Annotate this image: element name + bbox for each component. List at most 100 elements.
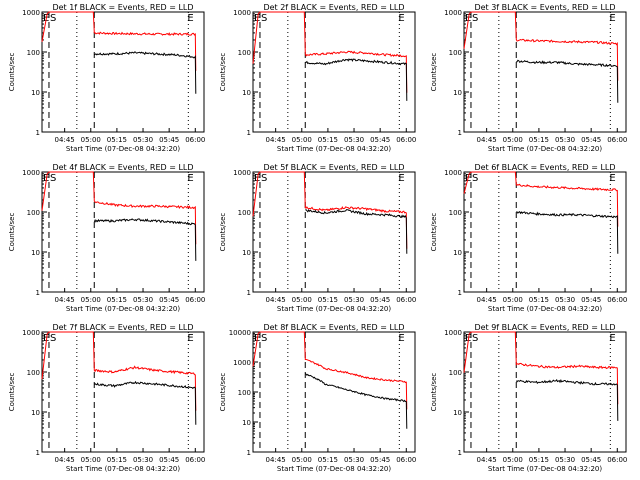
- panel-5: Det 5f BLACK = Events, RED = LLD 1 10 100 10…: [219, 163, 416, 313]
- plot-frame: [463, 171, 627, 293]
- y-tick-label: 1: [36, 129, 40, 137]
- x-axis-label: Start Time (07-Dec-08 04:32:20): [277, 145, 391, 153]
- x-tick-label: 05:45: [159, 456, 179, 464]
- x-axis-label: Start Time (07-Dec-08 04:32:20): [66, 465, 180, 473]
- annotation-label: E: [187, 13, 193, 24]
- annotation-label: S: [50, 13, 56, 24]
- x-tick-label: 06:00: [607, 456, 627, 464]
- x-tick-label: 06:00: [396, 456, 416, 464]
- x-axis-label: Start Time (07-Dec-08 04:32:20): [488, 145, 602, 153]
- y-tick-label: 1: [247, 449, 251, 457]
- series-line-lld: [252, 331, 408, 410]
- y-tick-label: 10: [242, 89, 251, 97]
- x-tick-label: 05:30: [555, 136, 575, 144]
- x-tick-label: 05:45: [159, 136, 179, 144]
- x-tick-label: 04:45: [55, 136, 75, 144]
- y-axis-label: Counts/sec: [430, 213, 438, 252]
- annotation-label: E: [609, 333, 615, 344]
- annotation-label: E: [609, 173, 615, 184]
- y-tick-label: 1000: [22, 329, 40, 337]
- y-axis-label: Counts/sec: [8, 373, 16, 412]
- y-tick-label: 100: [449, 209, 462, 217]
- annotation-label: S: [472, 173, 478, 184]
- x-tick-label: 06:00: [185, 296, 205, 304]
- y-tick-label: 100: [238, 389, 251, 397]
- x-axis-label: Start Time (07-Dec-08 04:32:20): [66, 305, 180, 313]
- panel-title: Det 8f BLACK = Events, RED = LLD: [263, 323, 404, 332]
- y-tick-label: 1: [458, 449, 462, 457]
- x-tick-label: 05:15: [318, 456, 338, 464]
- y-tick-label: 100: [27, 49, 40, 57]
- annotation-label: S: [472, 333, 478, 344]
- plot-frame: [252, 11, 416, 133]
- y-axis-label: Counts/sec: [8, 213, 16, 252]
- panel-title: Det 2f BLACK = Events, RED = LLD: [263, 3, 404, 12]
- annotation-label: E: [187, 333, 193, 344]
- series-line-lld: [463, 11, 619, 81]
- series-line-lld: [41, 171, 197, 245]
- y-tick-label: 100: [27, 209, 40, 217]
- series-line-events: [305, 209, 408, 254]
- panel-title: Det 5f BLACK = Events, RED = LLD: [263, 163, 404, 172]
- x-tick-label: 05:30: [133, 456, 153, 464]
- x-tick-label: 04:45: [477, 296, 497, 304]
- panel-title: Det 9f BLACK = Events, RED = LLD: [474, 323, 615, 332]
- plot-frame: [463, 331, 627, 453]
- x-tick-label: 05:45: [159, 296, 179, 304]
- annotation-label: E: [398, 333, 404, 344]
- x-tick-label: 06:00: [396, 136, 416, 144]
- x-axis-label: Start Time (07-Dec-08 04:32:20): [488, 305, 602, 313]
- panel-1: Det 1f BLACK = Events, RED = LLD 1 10 100 10…: [8, 3, 205, 153]
- y-tick-label: 1000: [444, 9, 462, 17]
- x-tick-label: 06:00: [607, 136, 627, 144]
- plot-frame: [41, 11, 205, 133]
- panel-4: Det 4f BLACK = Events, RED = LLD 1 10 100 10…: [8, 163, 205, 313]
- panel-title: Det 6f BLACK = Events, RED = LLD: [474, 163, 615, 172]
- x-tick-label: 05:00: [81, 136, 101, 144]
- x-tick-label: 05:00: [503, 136, 523, 144]
- annotation-label: S: [261, 333, 267, 344]
- y-axis-label: Counts/sec: [8, 53, 16, 92]
- annotation-label: S: [50, 333, 56, 344]
- panel-8: Det 8f BLACK = Events, RED = LLD 1 10 100 10…: [219, 323, 416, 473]
- annotation-label: S: [261, 173, 267, 184]
- x-tick-label: 05:15: [107, 296, 127, 304]
- y-tick-label: 1000: [233, 359, 251, 367]
- y-tick-label: 100: [27, 369, 40, 377]
- y-tick-label: 100: [449, 49, 462, 57]
- series-line-events: [94, 51, 197, 94]
- x-tick-label: 05:30: [344, 136, 364, 144]
- y-tick-label: 10: [453, 409, 462, 417]
- y-tick-label: 10000: [229, 329, 251, 337]
- x-tick-label: 05:45: [370, 136, 390, 144]
- x-tick-label: 05:15: [529, 296, 549, 304]
- x-tick-label: 05:00: [503, 456, 523, 464]
- panel-title: Det 3f BLACK = Events, RED = LLD: [474, 3, 615, 12]
- annotation-label: E: [609, 13, 615, 24]
- series-line-events: [93, 218, 197, 261]
- x-tick-label: 05:30: [555, 456, 575, 464]
- y-tick-label: 1: [458, 129, 462, 137]
- panel-7: Det 7f BLACK = Events, RED = LLD 1 10 100 10…: [8, 323, 205, 473]
- x-tick-label: 05:00: [81, 296, 101, 304]
- x-tick-label: 04:45: [55, 456, 75, 464]
- x-tick-label: 05:45: [581, 136, 601, 144]
- panel-3: Det 3f BLACK = Events, RED = LLD 1 10 100 10…: [430, 3, 627, 153]
- x-tick-label: 05:15: [529, 136, 549, 144]
- panel-title: Det 1f BLACK = Events, RED = LLD: [52, 3, 193, 12]
- plot-frame: [252, 171, 416, 293]
- y-tick-label: 1000: [444, 169, 462, 177]
- x-tick-label: 05:45: [370, 456, 390, 464]
- y-axis-label: Counts/sec: [430, 53, 438, 92]
- x-tick-label: 05:45: [370, 296, 390, 304]
- y-tick-label: 1: [247, 129, 251, 137]
- x-tick-label: 06:00: [396, 296, 416, 304]
- x-tick-label: 05:00: [292, 296, 312, 304]
- x-tick-label: 05:15: [318, 296, 338, 304]
- y-tick-label: 10: [31, 89, 40, 97]
- y-tick-label: 1000: [444, 329, 462, 337]
- series-line-events: [93, 380, 197, 425]
- x-tick-label: 04:45: [266, 456, 286, 464]
- x-tick-label: 05:15: [107, 456, 127, 464]
- x-tick-label: 05:30: [555, 296, 575, 304]
